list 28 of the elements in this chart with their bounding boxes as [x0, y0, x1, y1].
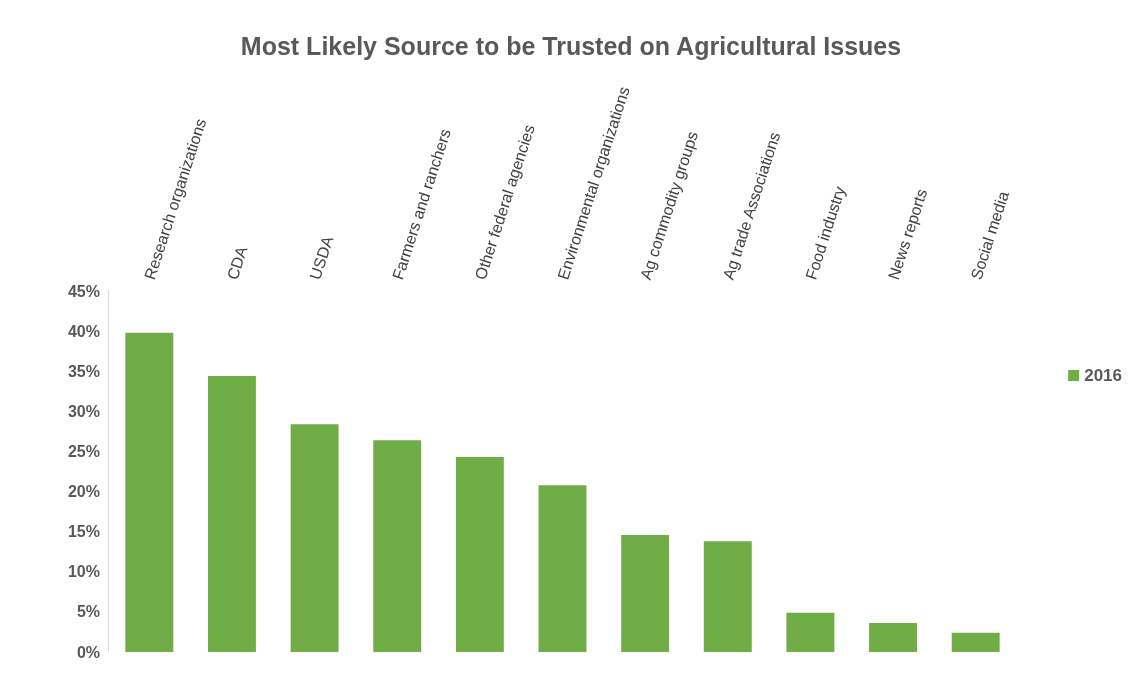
y-tick-label: 0% [76, 643, 100, 661]
bar [869, 623, 918, 652]
y-tick-label: 45% [67, 282, 100, 300]
y-tick-label: 10% [67, 563, 100, 581]
bar [455, 457, 504, 652]
bar [207, 376, 256, 652]
x-tick-label: Social media [967, 189, 1013, 282]
bar [786, 612, 835, 652]
y-tick-label: 5% [76, 603, 100, 621]
bar [125, 332, 174, 652]
bar [703, 541, 752, 652]
x-tick-label: CDA [223, 243, 251, 282]
y-tick-label: 25% [67, 442, 100, 460]
bar [538, 485, 587, 652]
bar [951, 632, 1000, 652]
y-tick-label: 20% [67, 483, 100, 501]
y-tick-label: 40% [67, 322, 100, 340]
legend-label: 2016 [1084, 366, 1123, 385]
y-tick-label: 15% [67, 523, 100, 541]
bar [290, 424, 339, 652]
x-tick-label: USDA [306, 233, 337, 282]
bar [373, 440, 422, 652]
y-tick-label: 35% [67, 362, 100, 380]
chart-title: Most Likely Source to be Trusted on Agricultural Issues [240, 31, 902, 60]
bar [621, 534, 670, 652]
y-tick-label: 30% [67, 402, 100, 420]
x-tick-label: News reports [884, 186, 931, 282]
x-tick-label: Other federal agencies [471, 122, 538, 282]
